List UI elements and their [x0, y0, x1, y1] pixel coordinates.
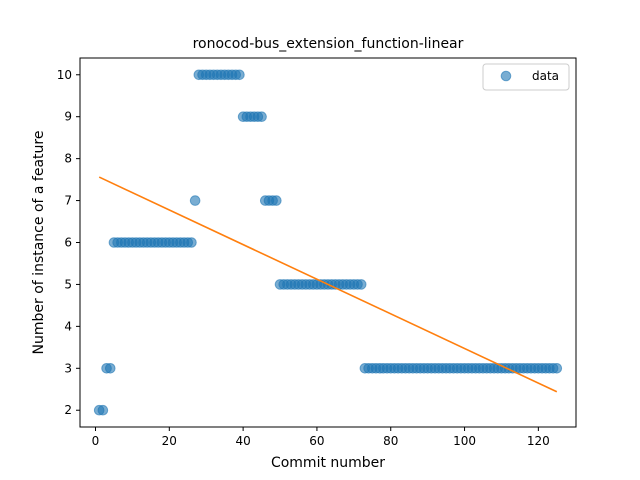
data-point: [186, 237, 197, 248]
y-tick-label: 2: [64, 403, 72, 417]
x-axis-label: Commit number: [271, 455, 385, 471]
data-point: [256, 111, 267, 123]
x-tick-label: 120: [527, 434, 550, 448]
data-point: [551, 362, 563, 374]
x-tick-label: 40: [235, 434, 250, 448]
legend-marker-data: [500, 70, 512, 82]
axis-ticks: 0 20 40 60 80 100 120 2 3 4 5 6 7 8 9 10: [57, 68, 550, 448]
y-tick-label: 3: [64, 361, 72, 375]
data-point: [234, 69, 245, 81]
data-point: [189, 195, 201, 206]
y-tick-label: 10: [57, 68, 72, 82]
y-tick-label: 6: [64, 236, 72, 250]
y-tick-label: 5: [64, 277, 72, 291]
plot-frame: [79, 57, 577, 428]
x-tick-label: 20: [162, 434, 177, 448]
fit-line: [98, 176, 558, 393]
data-point: [271, 195, 282, 206]
x-tick-label: 100: [453, 434, 476, 448]
y-tick-label: 7: [64, 194, 72, 208]
x-tick-label: 80: [383, 434, 398, 448]
x-tick-label: 60: [309, 434, 324, 448]
legend: data: [482, 63, 570, 91]
data-point: [97, 404, 109, 416]
y-tick-label: 9: [64, 110, 72, 124]
x-tick-label: 0: [92, 434, 100, 448]
data-point: [355, 279, 367, 290]
y-axis-label: Number of instance of a feature: [31, 131, 47, 355]
data-point: [104, 362, 116, 374]
legend-label-data: data: [532, 69, 559, 83]
chart-title: ronocod-bus_extension_function-linear: [193, 36, 464, 52]
y-tick-label: 8: [64, 152, 72, 166]
y-tick-label: 4: [64, 319, 72, 333]
plot-area: [93, 69, 563, 416]
legend-box: [482, 63, 570, 91]
